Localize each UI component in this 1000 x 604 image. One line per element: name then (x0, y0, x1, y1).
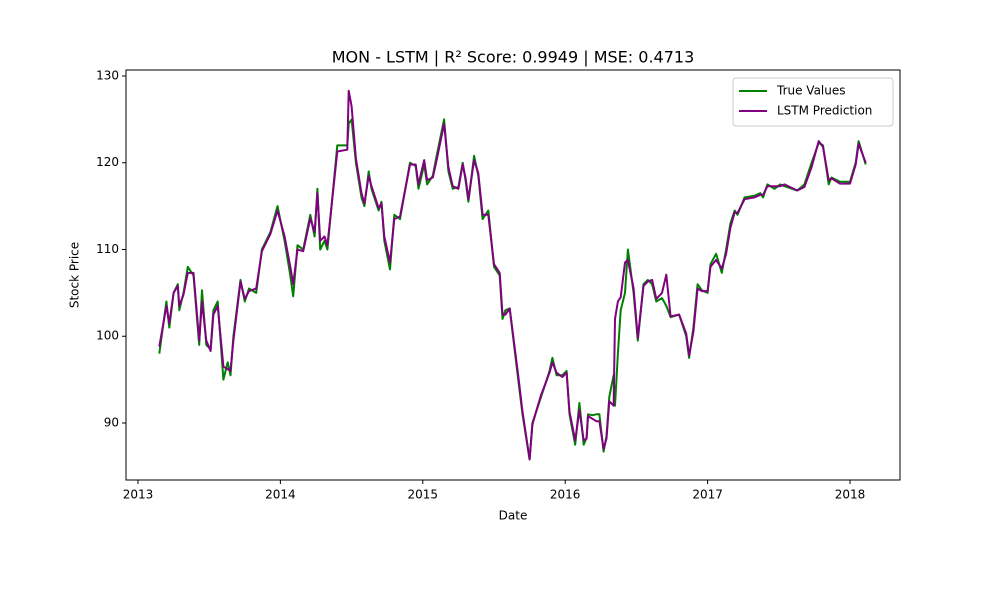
legend-label: LSTM Prediction (777, 104, 872, 118)
y-tick-label: 90 (104, 416, 119, 430)
x-tick-label: 2015 (408, 488, 439, 502)
x-tick-label: 2014 (265, 488, 296, 502)
y-axis-label: Stock Price (68, 242, 82, 308)
legend-label: True Values (776, 84, 846, 98)
x-tick-label: 2016 (550, 488, 581, 502)
plot-area: 2013 2014 2015 2016 2017 2018 90 100 110 120 130 Tr… (96, 68, 901, 502)
x-tick-label: 2017 (692, 488, 723, 502)
line-series (158, 89, 867, 461)
y-tick-label: 120 (96, 155, 119, 169)
x-tick-label: 2013 (123, 488, 154, 502)
axes-frame (125, 69, 901, 481)
y-tick-label: 130 (96, 68, 119, 82)
y-tick-label: 100 (96, 329, 119, 343)
legend-box (732, 77, 894, 127)
x-tick-label: 2018 (835, 488, 866, 502)
y-tick-label: 110 (96, 242, 119, 256)
legend: True Values LSTM Prediction (732, 77, 894, 127)
chart-title: MON - LSTM | R² Score: 0.9949 | MSE: 0.4… (332, 48, 695, 67)
x-axis-label: Date (499, 509, 528, 523)
